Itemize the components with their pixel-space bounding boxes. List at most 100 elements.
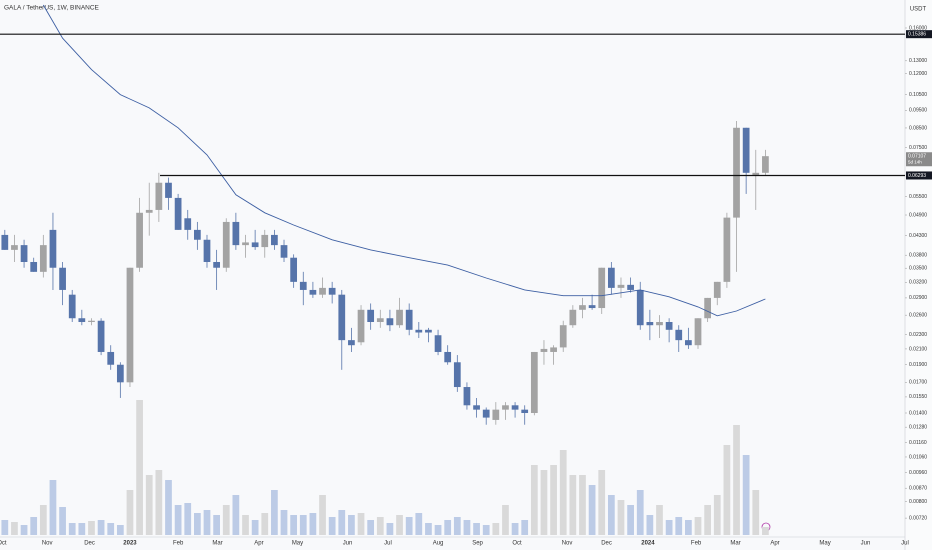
x-tick-label: 2023 <box>123 541 137 547</box>
y-tick-label: 0.02600 <box>909 312 927 318</box>
volume-bar <box>588 485 596 535</box>
volume-bar <box>1 520 9 535</box>
x-tick-label: May <box>292 541 303 547</box>
volume-bar <box>299 515 307 535</box>
x-tick-label: Sep <box>472 541 483 547</box>
volume-bar <box>261 513 269 535</box>
volume-bar <box>444 520 452 535</box>
volume-bar <box>30 517 38 535</box>
volume-bar <box>733 425 740 535</box>
x-tick-label: Jul <box>384 541 392 547</box>
volume-bar <box>559 450 567 535</box>
candle-body <box>165 182 172 198</box>
candle-body <box>59 267 66 290</box>
volume-bar <box>482 525 490 535</box>
candle-body <box>145 209 153 213</box>
x-tick-label: Apr <box>770 541 779 547</box>
candle-body <box>126 267 134 383</box>
volume-bar <box>665 520 673 535</box>
volume-bar <box>222 505 230 535</box>
y-tick-label: 0.01900 <box>909 362 927 368</box>
candle-body <box>348 340 355 346</box>
candle-body <box>309 289 317 295</box>
y-tick-label: 0.03500 <box>909 266 927 272</box>
volume-bar <box>59 507 66 535</box>
moving-average <box>42 4 766 317</box>
candle-body <box>463 387 471 406</box>
y-tick-label: 0.16000 <box>909 25 927 31</box>
candle-body <box>290 257 298 282</box>
candle-body <box>588 305 596 309</box>
candle-body <box>136 212 143 268</box>
candle-body <box>193 229 201 240</box>
volume-bar <box>232 495 240 535</box>
candle-body <box>742 127 750 173</box>
y-tick-label: 0.08500 <box>909 125 927 131</box>
candle-body <box>521 409 529 414</box>
last-price-badge <box>906 152 932 167</box>
candle-body <box>530 351 538 414</box>
volume-bar <box>752 490 760 535</box>
candle-body <box>174 197 182 230</box>
candle-body <box>386 318 394 326</box>
x-tick-label: May <box>819 541 830 547</box>
candle-body <box>762 156 769 173</box>
x-tick-label: Oct <box>512 541 522 547</box>
volume-bar <box>165 480 172 535</box>
volume-bar <box>598 470 606 535</box>
candle-body <box>502 405 509 410</box>
volume-bar <box>280 510 288 535</box>
y-tick-label: 0.13000 <box>909 58 927 64</box>
volume-bar <box>569 475 577 535</box>
candle-body <box>30 261 38 272</box>
volume-bar <box>242 515 249 535</box>
candle-body <box>665 322 673 330</box>
y-tick-label: 0.12000 <box>909 71 927 77</box>
candle-body <box>607 267 615 288</box>
level-badge <box>906 30 932 39</box>
volume-bar <box>49 480 57 535</box>
volume-bar <box>579 475 586 535</box>
volume-bar <box>338 510 346 535</box>
candle-body <box>685 340 692 346</box>
y-tick-label: 0.04900 <box>909 212 927 218</box>
volume-bar <box>11 522 18 535</box>
candle-body <box>405 309 413 330</box>
level-label: 0.15386 <box>908 32 926 38</box>
y-tick-label: 0.04300 <box>909 233 927 239</box>
candle-body <box>704 297 712 319</box>
y-tick-label: 0.03200 <box>909 280 927 286</box>
x-tick-label: Aug <box>433 541 444 547</box>
candle-body <box>569 309 577 326</box>
candle-body <box>39 245 47 272</box>
x-tick-label: Mar <box>212 541 222 547</box>
candle-body <box>116 364 124 383</box>
x-tick-label: Jul <box>901 541 909 547</box>
candle-body <box>299 281 307 290</box>
volume-bar <box>463 520 471 535</box>
y-tick-label: 0.01400 <box>909 410 927 416</box>
candle-body <box>511 405 519 410</box>
candle-body <box>415 329 423 333</box>
volume-bar <box>540 470 548 535</box>
last-price-label: 0.07107 <box>908 154 926 160</box>
candle-body <box>425 329 432 333</box>
volume-bar <box>251 520 259 535</box>
candle-body <box>752 172 760 176</box>
volume-bar <box>405 517 413 535</box>
x-tick-label: Nov <box>42 541 53 547</box>
price-layer <box>0 4 905 425</box>
volume-bar <box>646 515 654 535</box>
candle-body <box>675 329 683 341</box>
volume-bar <box>434 525 442 535</box>
candle-body <box>482 409 490 418</box>
x-tick-label: Feb <box>173 541 184 547</box>
volume-bar <box>20 525 28 535</box>
candle-body <box>376 318 384 323</box>
volume-bar <box>713 495 721 535</box>
volume-bar <box>425 523 432 535</box>
candle-body <box>550 347 557 352</box>
candle-body <box>396 309 403 326</box>
x-tick-label: Jun <box>861 541 871 547</box>
x-tick-label: Nov <box>562 541 573 547</box>
